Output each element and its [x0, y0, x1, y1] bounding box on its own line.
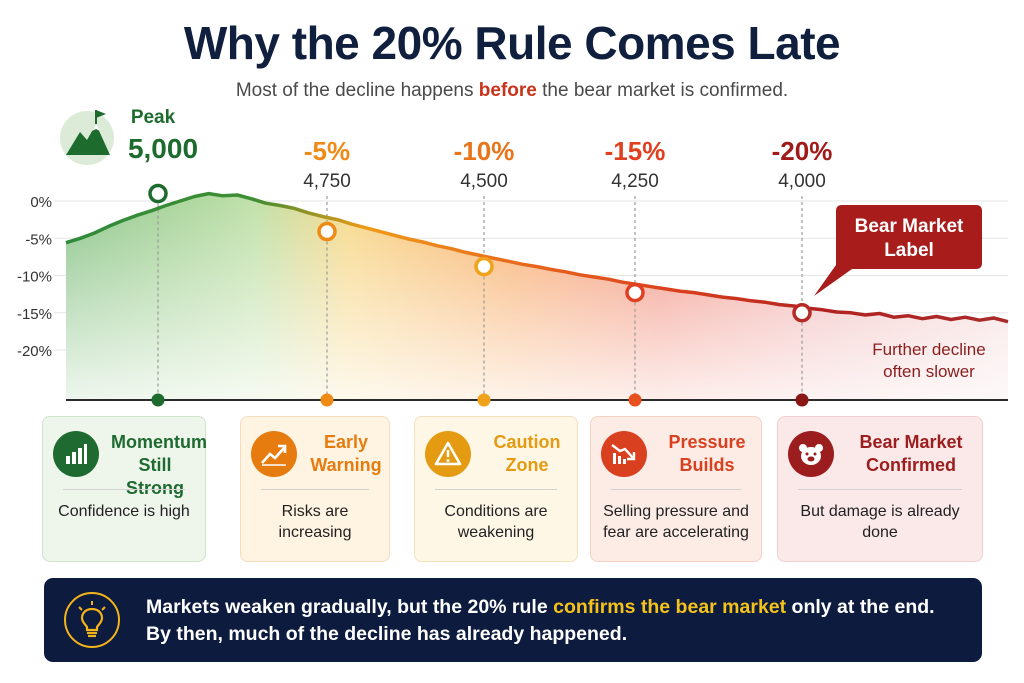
milestone-level: 4,750: [303, 171, 351, 192]
mountain-snow: [92, 124, 100, 131]
banner-line1: Markets weaken gradually, but the 20% ru…: [146, 594, 974, 621]
milestone-marker: [317, 221, 337, 242]
bar-chart-icon: [53, 431, 99, 477]
card-divider: [261, 489, 369, 490]
bear-label-line1: Bear Market: [855, 216, 964, 237]
card-divider: [435, 489, 557, 490]
trend-arrow-icon: [251, 431, 297, 477]
bear-label-bubble: [814, 205, 982, 296]
milestone-name: Peak: [131, 107, 176, 128]
lightbulb-icon: [64, 592, 120, 648]
card-divider: [611, 489, 741, 490]
card-header: Early Warning: [251, 429, 383, 479]
card-body: Risks are increasing: [278, 503, 352, 541]
banner-line1-end: only at the end.: [786, 596, 935, 618]
milestone-marker: [625, 282, 645, 303]
milestone-level: 4,250: [611, 171, 659, 192]
further-decline-line2: often slower: [883, 362, 975, 381]
mountain-flag-icon: [60, 111, 114, 165]
card-body: Conditions are weakening: [444, 503, 548, 541]
decline-chart: 0% -5% -10% -15% -20% Peak 5,000 -5% 4,750 -10% 4…: [17, 107, 1009, 407]
stage-card: Pressure Builds Selling pressure and fear…: [590, 416, 762, 562]
milestone-level: 4,500: [460, 171, 508, 192]
milestones: [157, 196, 803, 400]
milestone-value: 5,000: [128, 133, 198, 164]
milestone-level: 4,000: [778, 171, 826, 192]
card-body: Selling pressure and fear are accelerati…: [603, 503, 749, 541]
milestone-percent: -10%: [454, 136, 515, 166]
subtitle: Most of the decline happens before the b…: [0, 80, 1024, 102]
banner-highlight: confirms the bear market: [553, 596, 787, 618]
subtitle-highlight: before: [478, 80, 537, 101]
card-divider: [798, 489, 962, 490]
banner-line2: By then, much of the decline has already…: [146, 623, 628, 645]
warning-icon: [425, 431, 471, 477]
series-line: [65, 191, 1009, 324]
page-title: Why the 20% Rule Comes Late: [183, 17, 841, 69]
further-decline-line1: Further decline: [872, 340, 985, 359]
card-header: Momentum Still Strong: [53, 429, 207, 498]
card-header: Caution Zone: [425, 429, 571, 479]
milestone-percent: -15%: [605, 136, 666, 166]
card-header: Pressure Builds: [601, 429, 755, 479]
milestone-marker: [792, 303, 812, 323]
falling-chart-icon: [601, 431, 647, 477]
stage-card: Caution Zone Conditions are weakening: [414, 416, 578, 562]
timeline-dot: [477, 393, 491, 407]
milestone-markers: Peak 5,000 -5% 4,750 -10% 4,500 -15% 4,250 -20% 4…: [128, 107, 832, 407]
card-title: Momentum Still Strong: [111, 432, 207, 498]
stage-card: Momentum Still Strong Confidence is high: [42, 416, 207, 562]
y-tick-label: -15%: [17, 306, 52, 323]
bear-label-line2: Label: [884, 240, 934, 261]
timeline-dot: [151, 393, 165, 407]
timeline-dot: [320, 393, 334, 407]
timeline-dot: [628, 393, 642, 407]
card-title: Early Warning: [310, 432, 382, 475]
card-title: Bear Market Confirmed: [859, 432, 963, 475]
area-fade: [66, 193, 1008, 400]
card-title: Caution Zone: [493, 432, 561, 475]
subtitle-text-end: the bear market is confirmed.: [536, 80, 789, 101]
y-tick-label: -5%: [25, 231, 52, 248]
timeline-dot: [795, 393, 809, 407]
mountain-shape: [66, 124, 110, 155]
subtitle-text: Most of the decline happens: [235, 80, 479, 101]
flag: [96, 110, 106, 118]
y-axis: 0% -5% -10% -15% -20%: [17, 194, 52, 360]
lightbulb-glyph: [78, 601, 106, 638]
peak-badge: [60, 110, 114, 165]
bear-icon: [788, 431, 834, 477]
summary-banner: Markets weaken gradually, but the 20% ru…: [44, 578, 982, 662]
milestone-percent: -5%: [304, 136, 350, 166]
card-title: Pressure Builds: [668, 432, 746, 475]
stage-card: Early Warning Risks are increasing: [240, 416, 390, 562]
bear-market-label: Bear Market Label: [814, 205, 982, 296]
y-tick-label: 0%: [30, 194, 52, 211]
stage-card: Bear Market Confirmed But damage is alrea…: [777, 416, 983, 562]
card-body: Confidence is high: [58, 503, 190, 520]
card-body: But damage is already done: [800, 503, 960, 541]
y-tick-label: -10%: [17, 269, 52, 286]
card-divider: [63, 489, 185, 490]
milestone-percent: -20%: [772, 136, 833, 166]
milestone-marker: [148, 183, 168, 204]
card-header: Bear Market Confirmed: [788, 429, 976, 479]
milestone-marker: [474, 256, 494, 277]
banner-text: Markets weaken gradually, but the 20% ru…: [146, 594, 974, 648]
y-tick-label: -20%: [17, 343, 52, 360]
banner-line1-start: Markets weaken gradually, but the 20% ru…: [146, 596, 554, 618]
